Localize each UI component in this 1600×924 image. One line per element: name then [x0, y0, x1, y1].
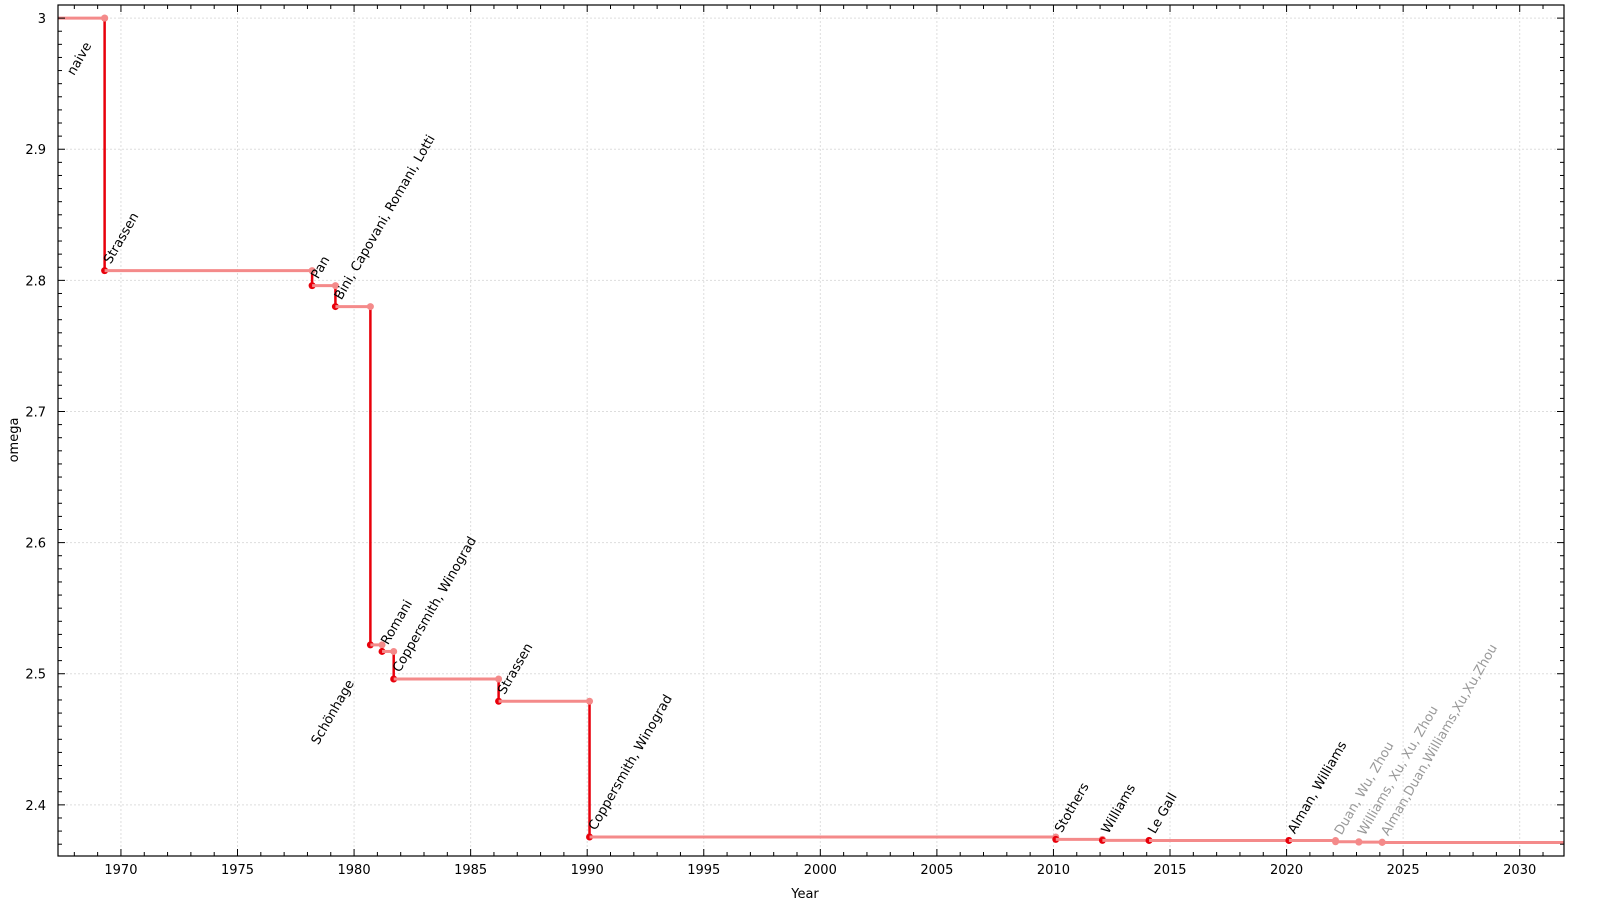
point-label: naive: [64, 40, 95, 78]
x-tick-label: 2025: [1387, 863, 1420, 878]
y-axis-label: omega: [7, 418, 22, 463]
x-tick-label: 1985: [454, 863, 487, 878]
point-label: Alman,Duan,Williams,Xu,Xu,Zhou: [1379, 642, 1501, 839]
previous-bound-marker: [366, 303, 374, 311]
y-tick-label: 2.6: [25, 537, 46, 552]
previous-bound-marker: [390, 647, 398, 655]
x-tick-label: 1970: [104, 863, 137, 878]
y-tick-label: 3: [38, 12, 46, 27]
previous-bound-marker: [586, 697, 594, 705]
x-tick-label: 2015: [1153, 863, 1186, 878]
x-tick-label: 1990: [571, 863, 604, 878]
series: [58, 14, 1564, 846]
axes: 1970 1975 1980 1985 1990 1995 2000 2005 2010 2015…: [25, 4, 1565, 878]
point-label: Le Gall: [1146, 790, 1181, 836]
previous-bound-marker: [495, 675, 503, 683]
x-tick-label: 1995: [687, 863, 720, 878]
y-tick-label: 2.7: [25, 405, 46, 420]
point-label: Stothers: [1052, 780, 1092, 835]
x-tick-label: 2020: [1270, 863, 1303, 878]
point-label: Strassen: [101, 210, 142, 266]
x-tick-label: 2005: [920, 863, 953, 878]
previous-bound-marker: [331, 282, 339, 290]
point-label: Bini, Capovani, Romani, Lotti: [332, 133, 439, 303]
previous-bound-marker: [378, 641, 386, 649]
grid: [58, 5, 1564, 856]
y-tick-label: 2.4: [25, 799, 46, 814]
point-label: Coppersmith, Winograd: [586, 692, 676, 833]
y-tick-label: 2.8: [25, 274, 46, 289]
x-tick-label: 1975: [221, 863, 254, 878]
point-label: Strassen: [495, 641, 536, 697]
plot-frame: [57, 4, 1565, 857]
y-tick-label: 2.5: [25, 668, 46, 683]
x-tick-label: 2000: [804, 863, 837, 878]
previous-bound-marker: [308, 267, 316, 275]
x-tick-label: 2010: [1037, 863, 1070, 878]
previous-bound-marker: [101, 14, 109, 22]
point-label: Schönhage: [309, 677, 358, 747]
point-label: Williams: [1099, 782, 1139, 837]
y-tick-label: 2.9: [25, 143, 46, 158]
x-tick-label: 2030: [1503, 863, 1536, 878]
x-tick-label: 1980: [338, 863, 371, 878]
x-axis-label: Year: [790, 887, 819, 902]
